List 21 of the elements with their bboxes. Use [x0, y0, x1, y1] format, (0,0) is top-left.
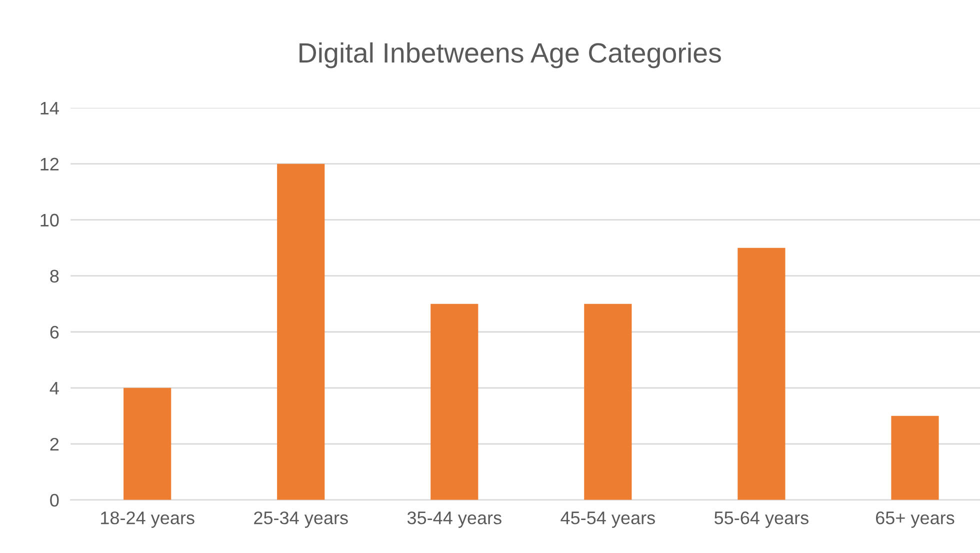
y-tick-label: 4: [50, 382, 59, 394]
y-tick-label: 2: [50, 438, 59, 450]
chart-title: Digital Inbetweens Age Categories: [300, 42, 721, 68]
x-tick-label: 45-54 years: [560, 512, 655, 528]
y-tick-label: 6: [50, 326, 59, 339]
y-tick-label: 12: [40, 158, 59, 170]
y-tick-label: 14: [40, 102, 59, 114]
bar: [277, 164, 325, 500]
bar: [124, 388, 172, 500]
y-tick-label: 10: [40, 214, 59, 227]
x-tick-label: 25-34 years: [254, 512, 348, 528]
x-tick-label: 35-44 years: [407, 512, 502, 528]
bar: [430, 304, 478, 500]
bar: [891, 416, 939, 500]
x-tick-label: 55-64 years: [714, 512, 808, 528]
y-tick-label: 0: [50, 494, 59, 507]
x-tick-label: 65+ years: [876, 512, 954, 528]
y-tick-label: 8: [50, 270, 59, 283]
x-tick-label: 18-24 years: [101, 512, 194, 528]
bar: [738, 248, 786, 500]
bar: [584, 304, 632, 500]
